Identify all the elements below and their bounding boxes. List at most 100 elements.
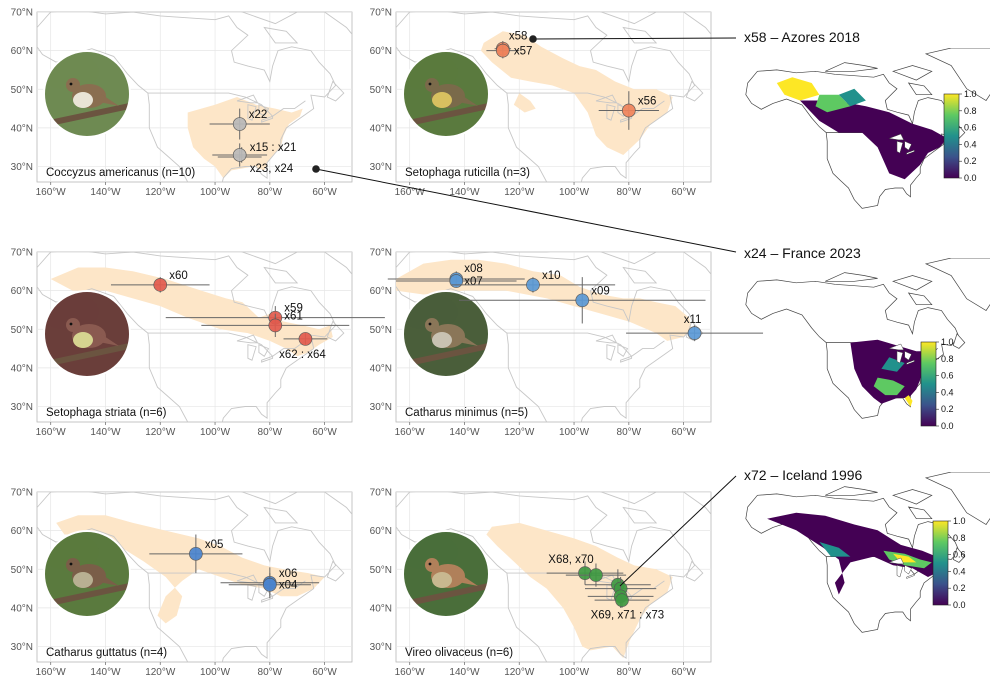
map-panel-ruticilla: 30°N 40°N 50°N 60°N 70°N 160°W 140°W 120°W 100°W… [370,8,712,198]
lat-tick-label: 30°N [11,402,33,413]
species-label: Catharus minimus (n=5) [405,407,528,419]
lat-tick-label: 50°N [370,85,392,96]
point-marker [298,332,313,346]
lat-tick-label: 60°N [11,46,33,57]
coastline [396,492,696,662]
lon-tick-label: 60°W [671,427,696,438]
point-marker [268,318,283,333]
point-label: x11 [684,314,702,326]
lat-tick-label: 50°N [11,565,33,576]
bird-photo [403,51,489,137]
lon-tick-label: 100°W [559,427,590,438]
lon-tick-label: 100°W [559,187,590,198]
colorbar-tick-label: 0.4 [941,387,954,397]
point-marker [153,277,168,292]
lon-tick-label: 160°W [36,427,67,438]
point-marker [621,103,636,118]
colorbar-tick-label: 1.0 [964,89,977,99]
lon-tick-label: 120°W [145,427,176,438]
point-marker [232,148,247,162]
point-label: X68, x70 [548,554,593,566]
lon-tick-label: 140°W [90,187,121,198]
coastline [37,12,337,182]
lat-tick-label: 60°N [370,526,392,537]
point-label: X69, x71 : x73 [591,609,665,621]
point-label: x15 : x21 [250,142,297,154]
lon-tick-label: 60°W [312,187,337,198]
lat-tick-label: 40°N [11,363,33,374]
lon-tick-label: 140°W [449,187,480,198]
point-marker [687,326,702,340]
breeding-range [50,267,333,357]
colorbar [920,341,937,427]
leader-dot [312,165,320,173]
point-label: x58 [509,31,528,43]
lon-tick-label: 120°W [504,427,535,438]
point-label: x22 [249,109,268,121]
colorbar-tick-label: 0.6 [953,550,966,560]
lon-tick-label: 100°W [200,187,231,198]
bird-photo [44,531,130,617]
lon-tick-label: 60°W [671,187,696,198]
point-marker [262,577,277,592]
colorbar-tick-label: 0.4 [953,566,966,576]
lat-tick-label: 70°N [11,248,33,259]
lat-tick-label: 60°N [11,526,33,537]
point-marker [589,568,603,582]
lat-tick-label: 60°N [11,286,33,297]
probability-inset-map: 0.0 0.2 0.4 0.6 0.8 1.0 [745,258,990,431]
lat-tick-label: 60°N [370,46,392,57]
species-label: Setophaga striata (n=6) [46,407,167,419]
lat-tick-label: 50°N [11,325,33,336]
colorbar-tick-label: 0.6 [964,123,977,133]
probability-inset-map: 0.0 0.2 0.4 0.6 0.8 1.0 [745,48,990,209]
colorbar-tick-label: 0.0 [953,600,966,610]
lon-tick-label: 80°W [258,187,283,198]
point-marker [526,277,540,292]
lat-tick-label: 50°N [370,325,392,336]
lat-tick-label: 30°N [370,402,392,413]
lat-tick-label: 50°N [370,565,392,576]
point-marker [232,117,247,131]
lat-tick-label: 40°N [11,603,33,614]
point-label: x05 [205,539,224,551]
point-label: x08 [464,263,483,275]
lon-tick-label: 100°W [200,667,231,678]
probability-inset-map: 0.0 0.2 0.4 0.6 0.8 1.0 [745,472,990,633]
detection-points: x58 x57 x56 [486,31,659,130]
lat-tick-label: 40°N [370,603,392,614]
point-label: x23, x24 [250,163,294,175]
lat-tick-label: 40°N [370,123,392,134]
detection-points: x22 x15 : x21 x23, x24 [209,108,297,175]
coastline [37,492,337,662]
map-panel-minimus: 30°N 40°N 50°N 60°N 70°N 160°W 140°W 120°W 100°W… [370,248,764,438]
lon-tick-label: 120°W [145,667,176,678]
lon-tick-label: 160°W [395,427,426,438]
breeding-range [56,515,325,624]
lon-tick-label: 80°W [617,667,642,678]
lat-tick-label: 30°N [11,642,33,653]
lon-tick-label: 140°W [449,427,480,438]
bird-photo [403,291,489,377]
map-panel-olivaceus: 30°N 40°N 50°N 60°N 70°N 160°W 140°W 120°W 100°W… [370,488,712,678]
lat-tick-label: 70°N [370,248,392,259]
species-label: Vireo olivaceus (n=6) [405,647,513,659]
point-marker [575,293,590,308]
map-panel-coccyzus: 30°N 40°N 50°N 60°N 70°N 160°W 140°W 120°W 100°W… [11,8,353,198]
lon-tick-label: 60°W [312,667,337,678]
species-label: Setophaga ruticilla (n=3) [405,167,530,179]
point-marker [189,546,203,561]
point-marker [615,593,629,608]
breeding-range [396,259,692,341]
lat-tick-label: 60°N [370,286,392,297]
coastline [396,252,696,422]
colorbar [932,520,949,606]
colorbar-tick-label: 0.2 [941,404,954,414]
point-label: x60 [169,270,188,282]
point-label: x07 [464,276,483,288]
breeding-range [513,93,536,113]
lat-tick-label: 70°N [11,488,33,499]
species-label: Coccyzus americanus (n=10) [46,167,195,179]
